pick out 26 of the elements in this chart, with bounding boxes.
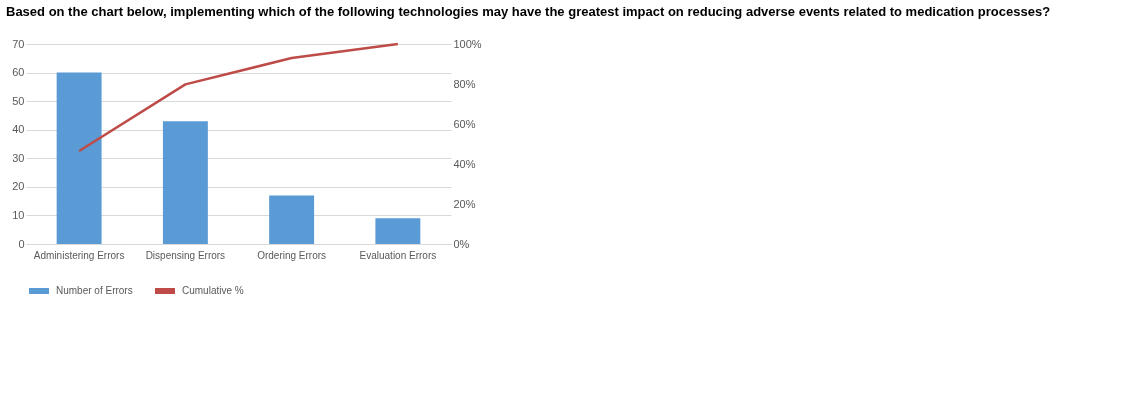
legend-label: Cumulative % bbox=[182, 285, 244, 296]
x-tick-label: Dispensing Errors bbox=[145, 249, 226, 261]
x-tick-label: Evaluation Errors bbox=[359, 249, 437, 261]
y-tick-label: 0 bbox=[18, 237, 25, 250]
y-tick-label: 70 bbox=[12, 37, 25, 50]
x-tick-label: Administering Errors bbox=[33, 249, 125, 261]
y2-tick-label: 80% bbox=[453, 77, 476, 90]
bar bbox=[162, 121, 208, 244]
legend-label: Number of Errors bbox=[56, 285, 133, 296]
bar bbox=[375, 218, 421, 244]
y2-tick-label: 20% bbox=[453, 197, 476, 210]
y-tick-label: 30 bbox=[12, 151, 25, 164]
y-tick-label: 40 bbox=[12, 123, 25, 136]
bar bbox=[269, 195, 315, 244]
bar bbox=[56, 72, 102, 244]
y2-tick-label: 100% bbox=[453, 37, 482, 50]
y-tick-label: 60 bbox=[12, 66, 25, 79]
y-tick-label: 50 bbox=[12, 94, 25, 107]
y2-tick-label: 60% bbox=[453, 117, 476, 130]
text: Based on the chart below, implementing which of the following technologies may have the greatest impact on reducing adverse events related to medication processes? bbox=[6, 4, 1052, 19]
y2-tick-label: 0% bbox=[453, 237, 470, 250]
y2-tick-label: 40% bbox=[453, 157, 476, 170]
y-tick-label: 20 bbox=[12, 180, 25, 193]
x-tick-label: Ordering Errors bbox=[257, 249, 327, 261]
y-tick-label: 10 bbox=[12, 208, 25, 221]
line-series bbox=[77, 42, 400, 153]
